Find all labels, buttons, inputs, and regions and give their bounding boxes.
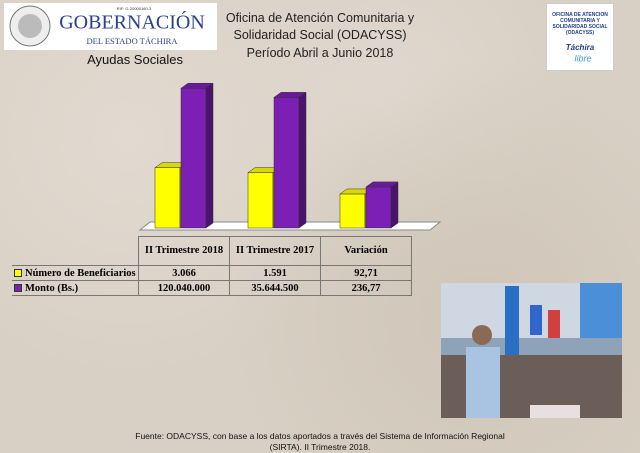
photo-column — [505, 286, 519, 356]
bar-side — [390, 181, 399, 229]
value-label: 120.040.000 — [138, 280, 230, 296]
photo-curtain — [580, 283, 622, 338]
bar — [273, 97, 300, 229]
photo-person — [472, 325, 492, 345]
legend-swatch — [14, 269, 22, 278]
logo-subtitle: DEL ESTADO TÁCHIRA — [87, 36, 179, 46]
chart-title: Oficina de Atención Comunitaria y Solida… — [225, 11, 415, 42]
corner-cell — [12, 236, 139, 266]
photo — [441, 283, 622, 418]
logo: RIF: G-20000160-3 GOBERNACIÓN DEL ESTADO… — [4, 3, 217, 50]
table-header: II Trimestre 2018 II Trimestre 2017 Variac… — [12, 236, 412, 266]
table-row: Número de Beneficiarios 3.066 1.591 92,71 — [12, 265, 412, 281]
legend-cell: Monto (Bs.) — [12, 280, 139, 296]
right-logo-text: OFICINA DE ATENCIÓN COMUNITARIA Y SOLIDA… — [552, 12, 608, 36]
photo-table — [530, 405, 580, 418]
brand: Táchira — [566, 43, 595, 52]
category-label: II Trimestre 2017 — [229, 236, 321, 266]
chart-subtitle: Período Abril a Junio 2018 — [246, 46, 394, 60]
value-label: 92,71 — [320, 265, 412, 281]
category-label: Variación — [320, 236, 412, 266]
right-logo-art: OFICINA DE ATENCIÓN COMUNITARIA Y SOLIDA… — [552, 12, 608, 63]
photo-poster — [548, 310, 560, 338]
brand: libre — [574, 53, 591, 63]
right-logo: OFICINA DE ATENCIÓN COMUNITARIA Y SOLIDA… — [546, 3, 614, 71]
section-title: Ayudas Sociales — [87, 52, 183, 67]
bar-side — [298, 91, 307, 229]
rif: RIF: G-20000160-3 — [117, 6, 152, 11]
value-label: 3.066 — [138, 265, 230, 281]
legend-swatch — [14, 284, 22, 293]
bar-side — [205, 82, 214, 229]
photo-poster — [530, 305, 542, 335]
coat-of-arms — [18, 14, 42, 38]
value-label: 236,77 — [320, 280, 412, 296]
logo-title: GOBERNACIÓN — [59, 10, 205, 34]
legend-label: Monto (Bs.) — [25, 282, 79, 294]
bar — [154, 167, 181, 229]
bar — [180, 87, 207, 229]
value-label: 1.591 — [229, 265, 321, 281]
bar — [365, 186, 392, 229]
category-label: II Trimestre 2018 — [138, 236, 230, 266]
bar — [247, 172, 274, 229]
source-note: Fuente: ODACYSS, con base a los datos ap… — [135, 431, 505, 452]
data-table: II Trimestre 2018 II Trimestre 2017 Variac… — [12, 236, 412, 296]
bar — [339, 193, 366, 229]
legend-label: Número de Beneficiarios — [25, 267, 136, 279]
value-label: 35.644.500 — [229, 280, 321, 296]
legend-cell: Número de Beneficiarios — [12, 265, 139, 281]
logo-art: RIF: G-20000160-3 GOBERNACIÓN DEL ESTADO… — [9, 5, 205, 47]
photo-person — [466, 347, 500, 418]
table-row: Monto (Bs.) 120.040.000 35.644.500 236,77 — [12, 280, 412, 296]
